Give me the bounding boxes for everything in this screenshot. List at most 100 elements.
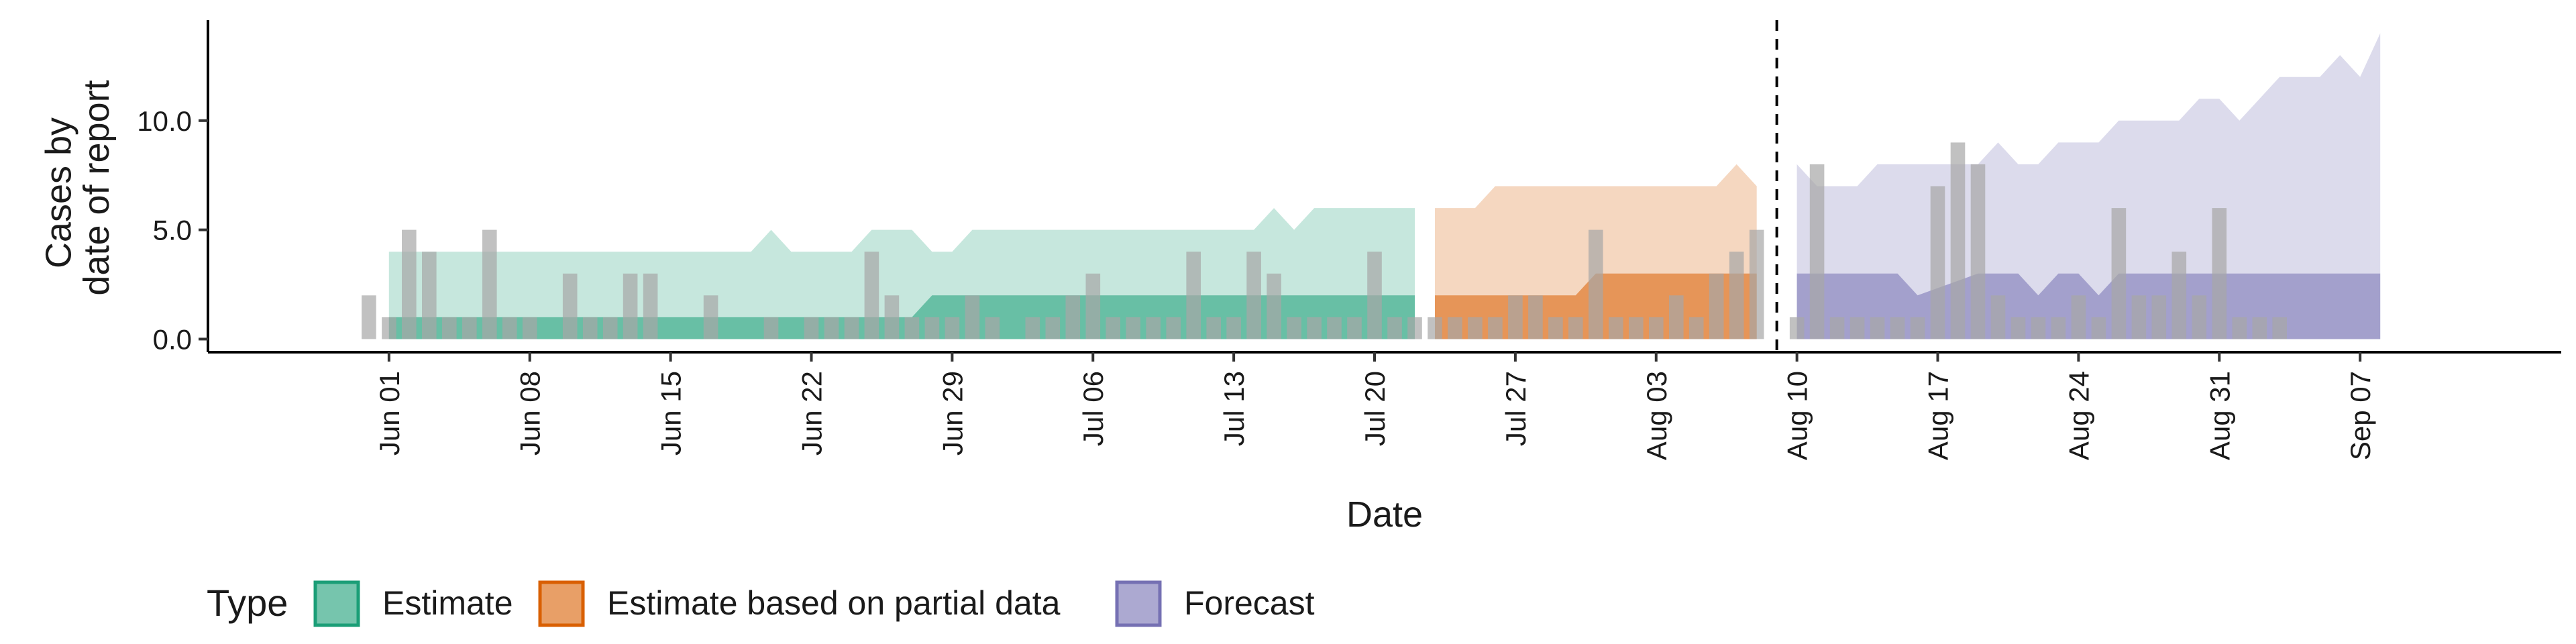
- case-bar: [763, 317, 779, 339]
- case-bar: [623, 273, 638, 339]
- x-tick-label: Aug 17: [1923, 371, 1954, 460]
- case-bar: [2212, 208, 2227, 339]
- case-bar: [462, 317, 477, 339]
- case-bar: [965, 295, 980, 339]
- x-tick-label: Jul 13: [1218, 371, 1250, 446]
- x-tick-label: Aug 24: [2063, 371, 2094, 460]
- case-bar: [1468, 317, 1483, 339]
- x-tick-label: Jun 22: [796, 371, 827, 455]
- case-bar: [1025, 317, 1040, 339]
- x-tick-label: Jul 20: [1359, 371, 1391, 446]
- case-bar: [522, 317, 537, 339]
- y-axis-title: Cases by date of report: [39, 80, 117, 295]
- case-bar: [1407, 317, 1422, 339]
- case-bar: [1930, 186, 1945, 339]
- case-bar: [1688, 317, 1704, 339]
- case-bar: [1528, 295, 1543, 339]
- legend: Type Estimate Estimate based on partial d…: [207, 580, 1315, 627]
- case-bar: [402, 229, 417, 339]
- case-bar: [2131, 295, 2147, 339]
- case-bar: [945, 317, 960, 339]
- case-bar: [1327, 317, 1342, 339]
- case-bar: [1729, 252, 1744, 339]
- case-bar: [985, 317, 1000, 339]
- x-tick-label: Aug 03: [1641, 371, 1672, 460]
- case-bar: [362, 295, 376, 339]
- x-tick-label: Jun 01: [374, 371, 405, 455]
- case-bar: [1065, 295, 1081, 339]
- legend-label: Forecast: [1184, 584, 1315, 622]
- case-bar: [1849, 317, 1865, 339]
- y-axis-title-line-1: Cases by: [39, 117, 79, 268]
- case-bar: [1548, 317, 1563, 339]
- x-ticks: Jun 01 Jun 08 Jun 15 Jun 22 Jun 29 Jul 06 Jul …: [374, 352, 2376, 460]
- case-bar: [1669, 295, 1684, 339]
- case-bar: [1649, 317, 1664, 339]
- case-bar: [1970, 164, 1986, 339]
- case-bar: [1789, 317, 1805, 339]
- case-bar: [2091, 317, 2106, 339]
- case-bar: [1568, 317, 1583, 339]
- case-bar: [904, 317, 920, 339]
- case-bar: [2171, 252, 2187, 339]
- case-bar: [844, 317, 859, 339]
- case-bar: [1448, 317, 1462, 339]
- case-bar: [1809, 164, 1825, 339]
- case-bar: [1367, 252, 1382, 339]
- x-axis-title: Date: [1346, 494, 1423, 535]
- axes: 0.0 5.0 10.0 Jun 01 Jun 08 Jun 15 Jun 22 Jun 2…: [137, 20, 2561, 460]
- case-bar: [2151, 295, 2167, 339]
- case-bar: [924, 317, 940, 339]
- case-bar: [1749, 229, 1764, 339]
- case-bar: [1709, 273, 1724, 339]
- case-bar: [502, 317, 517, 339]
- case-bar: [804, 317, 819, 339]
- case-bar: [1347, 317, 1362, 339]
- case-bar: [602, 317, 618, 339]
- case-bar: [864, 252, 879, 339]
- case-bar: [1126, 317, 1140, 339]
- case-bar: [2111, 208, 2127, 339]
- y-axis-title-line-2: date of report: [76, 80, 117, 295]
- case-bar: [643, 273, 658, 339]
- case-bar: [1589, 229, 1603, 339]
- case-bar: [1287, 317, 1301, 339]
- y-tick-label: 10.0: [137, 105, 192, 137]
- x-tick-label: Sep 07: [2345, 371, 2376, 460]
- case-bar: [2192, 295, 2207, 339]
- case-bar: [2051, 317, 2066, 339]
- case-bar: [2071, 295, 2086, 339]
- case-bar: [1950, 142, 1966, 339]
- legend-swatch: [1115, 580, 1162, 627]
- x-tick-label: Aug 10: [1782, 371, 1813, 460]
- case-bar: [703, 295, 718, 339]
- case-bar: [2010, 317, 2026, 339]
- x-tick-label: Jun 29: [936, 371, 968, 455]
- legend-swatch: [538, 580, 585, 627]
- case-bar: [1246, 252, 1261, 339]
- estimate-bands: [388, 33, 2381, 339]
- case-bar: [1829, 317, 1845, 339]
- legend-label: Estimate based on partial data: [607, 584, 1061, 622]
- case-bar: [442, 317, 457, 339]
- x-tick-label: Jun 15: [655, 371, 687, 455]
- case-bar: [1267, 273, 1281, 339]
- case-bar: [1910, 317, 1925, 339]
- case-bar: [422, 252, 437, 339]
- x-tick-label: Aug 31: [2204, 371, 2235, 460]
- case-bar: [1629, 317, 1644, 339]
- plot-area: [362, 20, 2381, 352]
- case-bar: [1609, 317, 1623, 339]
- case-bar: [1387, 317, 1402, 339]
- case-bar: [1146, 317, 1161, 339]
- case-bar: [1186, 252, 1201, 339]
- case-bar: [1307, 317, 1322, 339]
- case-bar: [884, 295, 900, 339]
- case-bar: [1890, 317, 1905, 339]
- case-bar: [1428, 317, 1442, 339]
- case-bar: [1085, 273, 1101, 339]
- case-bar: [1106, 317, 1120, 339]
- legend-label: Estimate: [382, 584, 513, 622]
- y-tick-label: 0.0: [153, 323, 192, 355]
